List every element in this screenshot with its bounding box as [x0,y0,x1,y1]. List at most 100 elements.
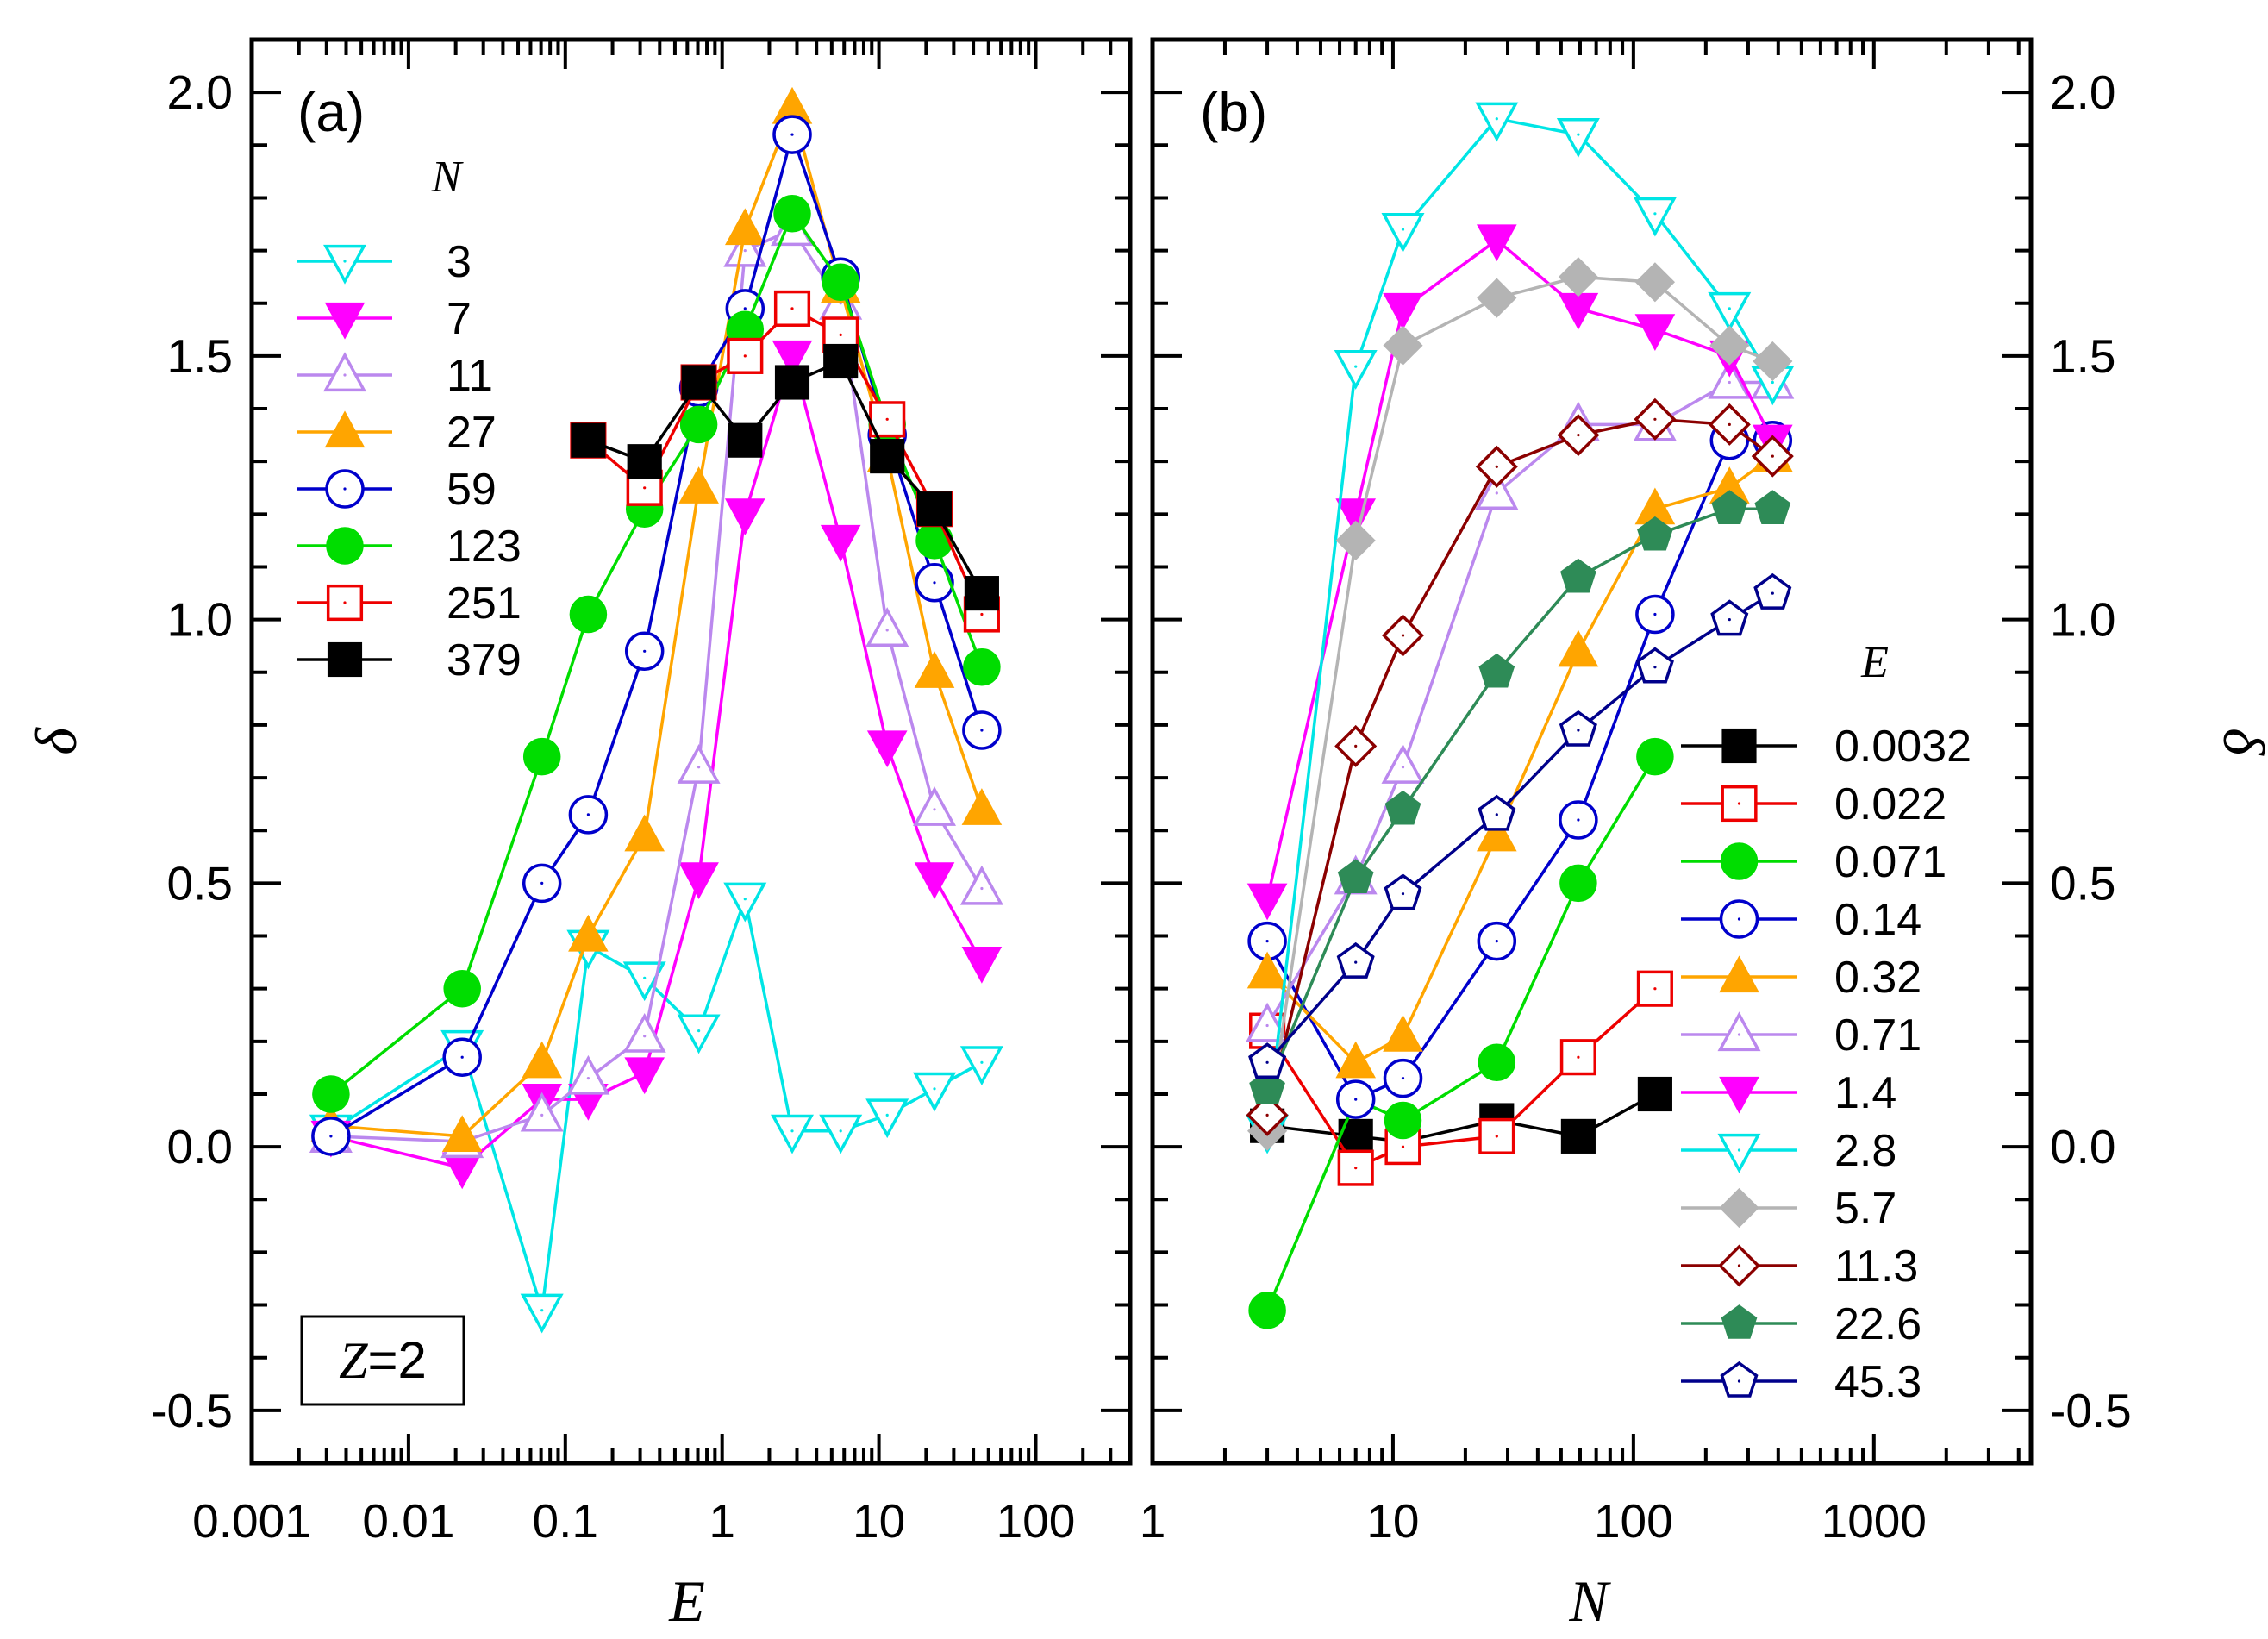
panel-b-data-point [1475,445,1518,488]
panel-b-data-point [1558,629,1599,667]
panel-b-legend-entry: 1.4 [1681,1068,1896,1118]
panel-b-data-point [1558,257,1599,297]
panel-b-data-point [1478,794,1516,831]
panel-a-legend-label: 251 [447,579,522,629]
panel-b-data-point [1384,1101,1422,1140]
panel-b-y-tick-label: 0.5 [2050,856,2115,910]
panel-b-legend-label: 0.71 [1834,1010,1921,1060]
z-annotation: Z=2 [300,1315,465,1406]
panel-a-data-point [566,1054,610,1095]
panel-a-data-point [681,365,716,400]
panel-b-data-point [1383,1058,1423,1098]
panel-a-legend-entry: 379 [297,635,522,685]
panel-a-data-point [624,631,665,672]
panel-b-data-point [1248,1042,1287,1079]
panel-a-data-point [679,405,718,444]
panel-b-data-point [1246,883,1288,921]
panel-b-data-point [1335,498,1377,535]
panel-b-legend-marker [1719,955,1759,993]
panel-a-data-point [727,337,764,374]
panel-b-data-point [1711,490,1748,524]
panel-b-legend-marker [1720,1361,1759,1398]
panel-a-data-point [964,576,999,611]
panel-a-data-point [913,786,956,826]
panel-b-x-tick-label: 1 [1140,1494,1166,1548]
panel-b-data-point [1635,647,1674,684]
panel-a-data-point [914,651,955,688]
panel-b-data-point [1476,224,1517,262]
panel-a-y-tick-label: -0.5 [151,1384,233,1437]
panel-a-legend-marker [324,302,366,340]
panel-b-data-point [1335,1041,1377,1079]
panel-b-legend-marker [1717,1011,1761,1052]
panel-b-data-point [1384,873,1422,910]
panel-b-data-point [1637,516,1673,551]
panel-b-data-point [1478,1117,1515,1154]
panel-b-data-point [1751,435,1794,478]
panel-b-y-tick-label: 1.5 [2050,329,2115,383]
panel-a-legend-marker [325,469,365,509]
panel-a-data-point [914,862,955,899]
panel-b-data-point [1381,213,1425,253]
panel-b-x-axis-title: N [1568,1568,1611,1634]
panel-b-data-point [1559,710,1597,747]
panel-a-y-axis-title: δ [23,727,89,755]
panel-a-data-point [774,365,810,400]
panel-a-legend-entry: 123 [297,522,522,572]
panel-b-legend-label: 22.6 [1834,1299,1921,1349]
panel-a-data-point [724,498,765,535]
panel-a-data-point [522,737,561,776]
panel-b-legend-entry: 0.14 [1681,895,1921,945]
panel-b-legend-entry: 0.32 [1681,953,1921,1003]
panel-b-legend-label: 0.32 [1834,953,1921,1003]
panel-b-legend-label: 0.022 [1834,779,1946,829]
panel-b-data-point [1634,262,1676,303]
panel-b-data-point [1337,1149,1374,1186]
panel-b-data-point [1753,341,1793,382]
panel-a-data-point [962,710,1002,750]
panel-b-legend-entry: 0.071 [1681,837,1946,887]
panel-b-data-point [1560,1118,1596,1154]
panel-a-frame [249,37,1133,1466]
panel-a-data-point [865,1098,909,1139]
panel-a-legend-marker [323,244,366,285]
panel-a-label: (a) [297,81,365,143]
panel-b-x-tick-label: 10 [1366,1494,1419,1548]
panel-b-legend-marker [1719,899,1759,939]
panel-b-legend-title: E [1860,638,1889,687]
panel-a-legend-entry: 11 [297,351,493,401]
panel-a-data-point [441,1115,483,1152]
panel-b-data-point [1476,814,1517,852]
panel-a-data-point [571,422,606,458]
panel-a-x-tick-label: 0.1 [533,1494,598,1548]
panel-a-data-point [728,422,763,458]
panel-b-legend-entry: 2.8 [1681,1126,1896,1176]
panel-a-plot-area [309,86,1003,1334]
panel-b-legend-entry: 0.71 [1681,1010,1921,1060]
panel-b-legend-marker [1721,785,1758,823]
panel-b-data-point [1383,325,1423,366]
panel-a-legend: N 3 7 11 27 59 123 251 379 [297,153,522,685]
panel-a-data-point [724,208,765,246]
panel-a-legend-label: 59 [447,465,497,515]
panel-b-data-point [1248,1291,1286,1329]
panel-b-legend-entry: 11.3 [1681,1242,1918,1292]
panel-b-legend-marker [1717,1133,1761,1173]
panel-b-data-point [1334,350,1378,390]
panel-b-legend-marker [1719,1187,1759,1229]
panel-a-data-point [522,1041,563,1079]
panel-b-data-point [1477,921,1517,961]
panel-a-data-point [822,263,859,302]
panel-b-tick-labels: 1 10 100 1000 -0.5 0.0 0.5 1.0 1.5 2.0 [1140,66,2132,1548]
panel-a-data-point [771,1114,814,1154]
panel-a-data-point [568,914,609,952]
panel-b-data-point [1559,864,1597,903]
panel-a-legend-entry: 59 [297,465,497,515]
panel-a-data-point [522,863,562,904]
panel-a-data-point [961,947,1003,984]
panel-a-data-point [773,195,811,233]
panel-a-legend-marker [326,584,364,622]
panel-b-series-2.8 [1246,102,1795,1154]
panel-b-legend-label: 11.3 [1834,1242,1918,1292]
panel-a-data-point [823,343,859,379]
